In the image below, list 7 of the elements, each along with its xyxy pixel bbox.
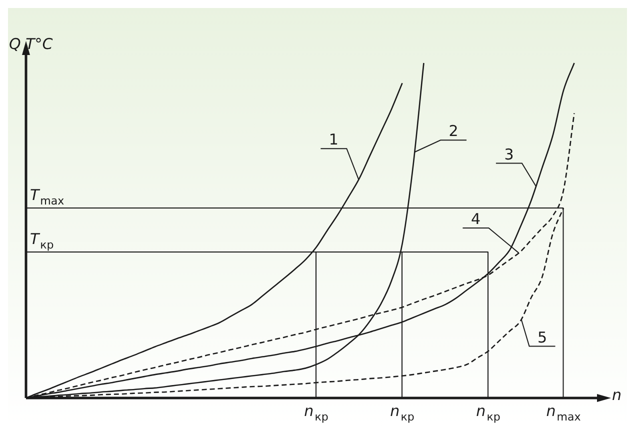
annotation: 1 — [328, 130, 338, 149]
x-axis-title: n — [612, 386, 622, 404]
annotation: 4 — [470, 210, 480, 228]
annotation: 2 — [448, 122, 458, 140]
y-axis-title: Q T°C — [9, 35, 54, 53]
annotation: 3 — [504, 145, 514, 164]
annotation: 5 — [537, 328, 548, 346]
